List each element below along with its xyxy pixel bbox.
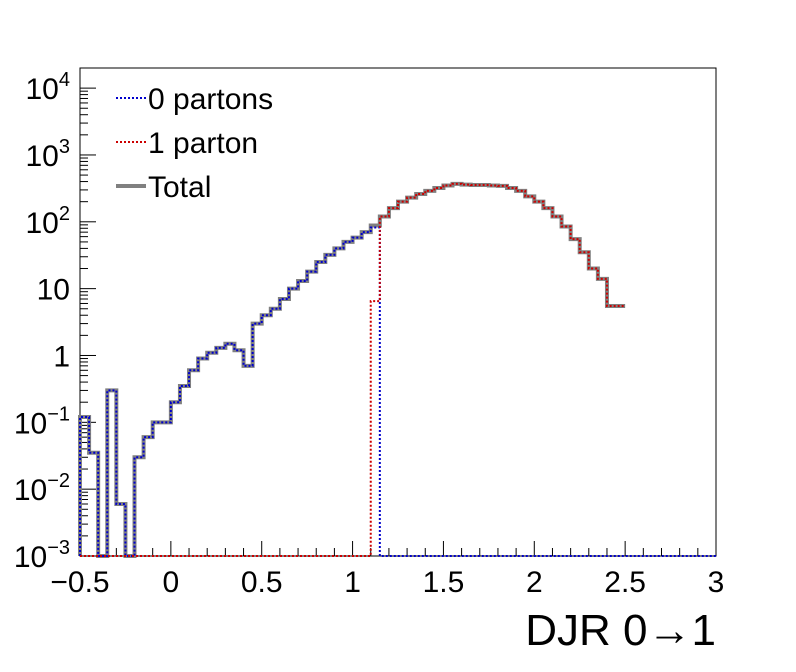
y-tick-labels: 10−3 10−2 10−1 1 10 102 103 104 (14, 69, 70, 574)
legend-label: Total (148, 171, 211, 204)
x-tick-label: 1 (344, 566, 361, 599)
series-0-partons (79, 226, 716, 557)
y-tick-label: 10−3 (14, 537, 70, 574)
x-axis-ticks (79, 541, 717, 556)
legend-label: 1 parton (148, 127, 258, 160)
y-tick-label: 103 (26, 136, 71, 173)
y-tick-label: 104 (26, 69, 71, 106)
x-tick-label: 0.5 (241, 566, 283, 599)
y-tick-label: 1 (53, 340, 70, 373)
x-tick-labels: −0.5 0 0.5 1 1.5 2 2.5 3 (50, 566, 724, 599)
histogram-line (79, 226, 716, 557)
x-tick-label: 2 (526, 566, 543, 599)
x-axis-title: DJR 0→1 (525, 606, 716, 655)
x-tick-label: 2.5 (604, 566, 646, 599)
y-tick-label: 102 (26, 203, 71, 240)
histogram-series (78, 181, 716, 558)
x-tick-label: 1.5 (423, 566, 465, 599)
histogram-line (78, 181, 626, 558)
legend: 0 partons 1 parton Total (116, 83, 273, 204)
y-axis-ticks (80, 67, 96, 557)
y-tick-label: 10−1 (14, 403, 70, 440)
series-total (78, 181, 626, 558)
x-tick-label: −0.5 (50, 566, 109, 599)
x-tick-label: 3 (708, 566, 725, 599)
y-tick-label: 10 (37, 274, 70, 307)
legend-label: 0 partons (148, 83, 273, 116)
x-tick-label: 0 (163, 566, 180, 599)
y-tick-label: 10−2 (14, 470, 70, 507)
